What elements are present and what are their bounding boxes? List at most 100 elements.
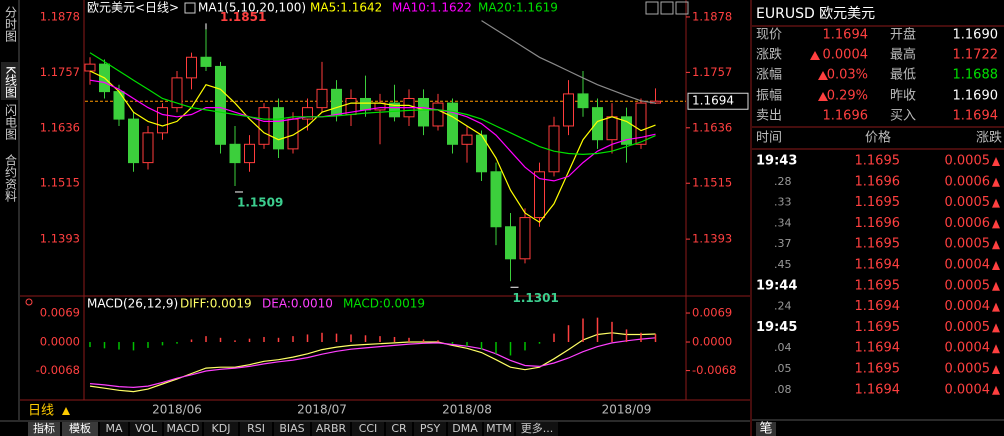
up-arrow	[992, 365, 1000, 374]
toolbar-tab[interactable]	[312, 422, 350, 436]
toolbar-tab[interactable]	[516, 422, 558, 436]
tick-change: 0.0006	[945, 216, 991, 231]
y-tick-label: 1.1393	[40, 232, 80, 246]
toolbar-tab-label[interactable]: VOL	[135, 422, 158, 435]
tick-change: 0.0005	[945, 278, 991, 293]
candle-body	[229, 143, 241, 164]
toolbar-tab[interactable]	[414, 422, 446, 436]
quote-value: 0.03%	[827, 68, 868, 83]
tick-change: 0.0004	[945, 258, 991, 273]
button[interactable]	[675, 1, 689, 15]
toolbar-tab[interactable]	[164, 422, 202, 436]
y-tick-label: 1.1878	[40, 9, 80, 23]
toolbar-tab-label[interactable]: 指标	[33, 421, 55, 435]
toolbar-tab-label[interactable]: 模板	[69, 421, 91, 435]
legend-entry: DEA:0.0010	[262, 297, 333, 311]
toolbar-tab-label[interactable]: MACD	[167, 422, 200, 435]
toolbar-tab[interactable]	[386, 422, 412, 436]
candle-body	[316, 88, 328, 109]
candle-body	[273, 107, 284, 150]
legend-entry: MA20:1.1619	[478, 1, 558, 15]
toolbar-tab-label[interactable]: BIAS	[279, 422, 304, 435]
tick-change: 0.0005	[945, 154, 991, 169]
toolbar-tab-label[interactable]: RSI	[247, 422, 265, 435]
ma-line	[89, 79, 656, 182]
tick-price: 1.1694	[855, 299, 901, 314]
candle-body	[548, 125, 560, 173]
tick-price: 1.1696	[855, 216, 901, 231]
tick-price: 1.1695	[855, 237, 901, 252]
candle-body	[418, 97, 429, 127]
y-tick-label: 1.1515	[40, 176, 80, 190]
footer-tab[interactable]: 笔	[759, 421, 772, 436]
quote-label: 现价	[756, 28, 782, 43]
tick-time: 19:45	[756, 320, 797, 335]
tick-change: 0.0005	[945, 237, 991, 252]
y-tick-label: -0.0068	[36, 363, 80, 377]
ticks-header: 涨跌	[976, 130, 1002, 146]
quote-label: 昨收	[890, 89, 916, 104]
y-tick-label: 0.0069	[40, 306, 80, 320]
candle-body	[577, 93, 589, 109]
toolbar-tab-label[interactable]: KDJ	[212, 422, 231, 435]
candle-body	[302, 107, 313, 120]
up-arrow	[992, 157, 1000, 166]
quote-label: 涨幅	[756, 68, 782, 83]
toolbar-tab-label[interactable]: ARBR	[316, 422, 347, 435]
toolbar-tab-label[interactable]: MA	[105, 422, 122, 435]
up-arrow	[992, 281, 1000, 291]
toolbar-tab[interactable]	[62, 422, 98, 436]
toolbar-tab[interactable]	[28, 422, 60, 436]
ma-line	[89, 70, 656, 223]
candle-body	[200, 56, 212, 67]
toolbar-tab-label[interactable]: CR	[391, 422, 407, 435]
period[interactable]: 日线	[28, 404, 54, 419]
tick-time: 19:44	[756, 278, 797, 293]
toolbar-tab-label[interactable]: DMA	[452, 422, 478, 435]
x-tick-label: 2018/08	[442, 403, 492, 417]
y-tick-label: 0.0069	[692, 306, 732, 320]
tab[interactable]	[756, 422, 776, 436]
toolbar-tab[interactable]	[448, 422, 482, 436]
quote-value: 1.1722	[953, 48, 999, 63]
tick-price: 1.1694	[855, 341, 901, 356]
toolbar-tab[interactable]	[100, 422, 128, 436]
sidebar-tab[interactable]: 分时图	[4, 6, 18, 42]
up-arrow	[818, 92, 828, 101]
toolbar-tab[interactable]	[130, 422, 162, 436]
icon[interactable]	[25, 298, 33, 306]
quote-title: EURUSD 欧元美元	[756, 6, 875, 22]
tick-price: 1.1695	[855, 362, 901, 377]
tick-price: 1.1695	[855, 195, 901, 210]
toolbar-tab-label[interactable]: PSY	[420, 422, 441, 435]
x-tick-label: 2018/07	[297, 403, 347, 417]
ticks-header: 时间	[756, 131, 782, 146]
sidebar-tab[interactable]: 闪电图	[4, 104, 18, 140]
tick-time: .05	[774, 362, 792, 375]
toolbar-tab[interactable]	[240, 422, 272, 436]
toolbar-tab-label[interactable]: CCI	[359, 422, 378, 435]
icon[interactable]	[184, 2, 196, 14]
toolbar-tab[interactable]	[484, 422, 514, 436]
toolbar-tab[interactable]	[352, 422, 384, 436]
quote-label: 最低	[890, 68, 916, 83]
up-arrow	[992, 344, 1000, 354]
toolbar-tab-label[interactable]: MTM	[486, 422, 512, 435]
button[interactable]	[645, 1, 659, 15]
sidebar-tab[interactable]: K线图	[4, 66, 18, 98]
quote-label: 开盘	[890, 27, 916, 43]
toolbar-tab[interactable]	[274, 422, 310, 436]
legend-entry: MA5:1.1642	[310, 1, 382, 15]
tick-price: 1.1695	[855, 278, 901, 293]
up-arrow	[992, 219, 1000, 229]
toolbar-tab[interactable]	[204, 422, 238, 436]
low-annotation: 1.1509	[237, 195, 283, 209]
toolbar-tab-label[interactable]: 更多...	[521, 421, 554, 435]
sidebar-tab[interactable]: 合约资料	[4, 153, 18, 202]
candle-body	[461, 134, 473, 145]
button[interactable]	[660, 1, 674, 15]
y-tick-label: 1.1393	[692, 232, 732, 246]
low-annotation: 1.1301	[513, 291, 559, 305]
